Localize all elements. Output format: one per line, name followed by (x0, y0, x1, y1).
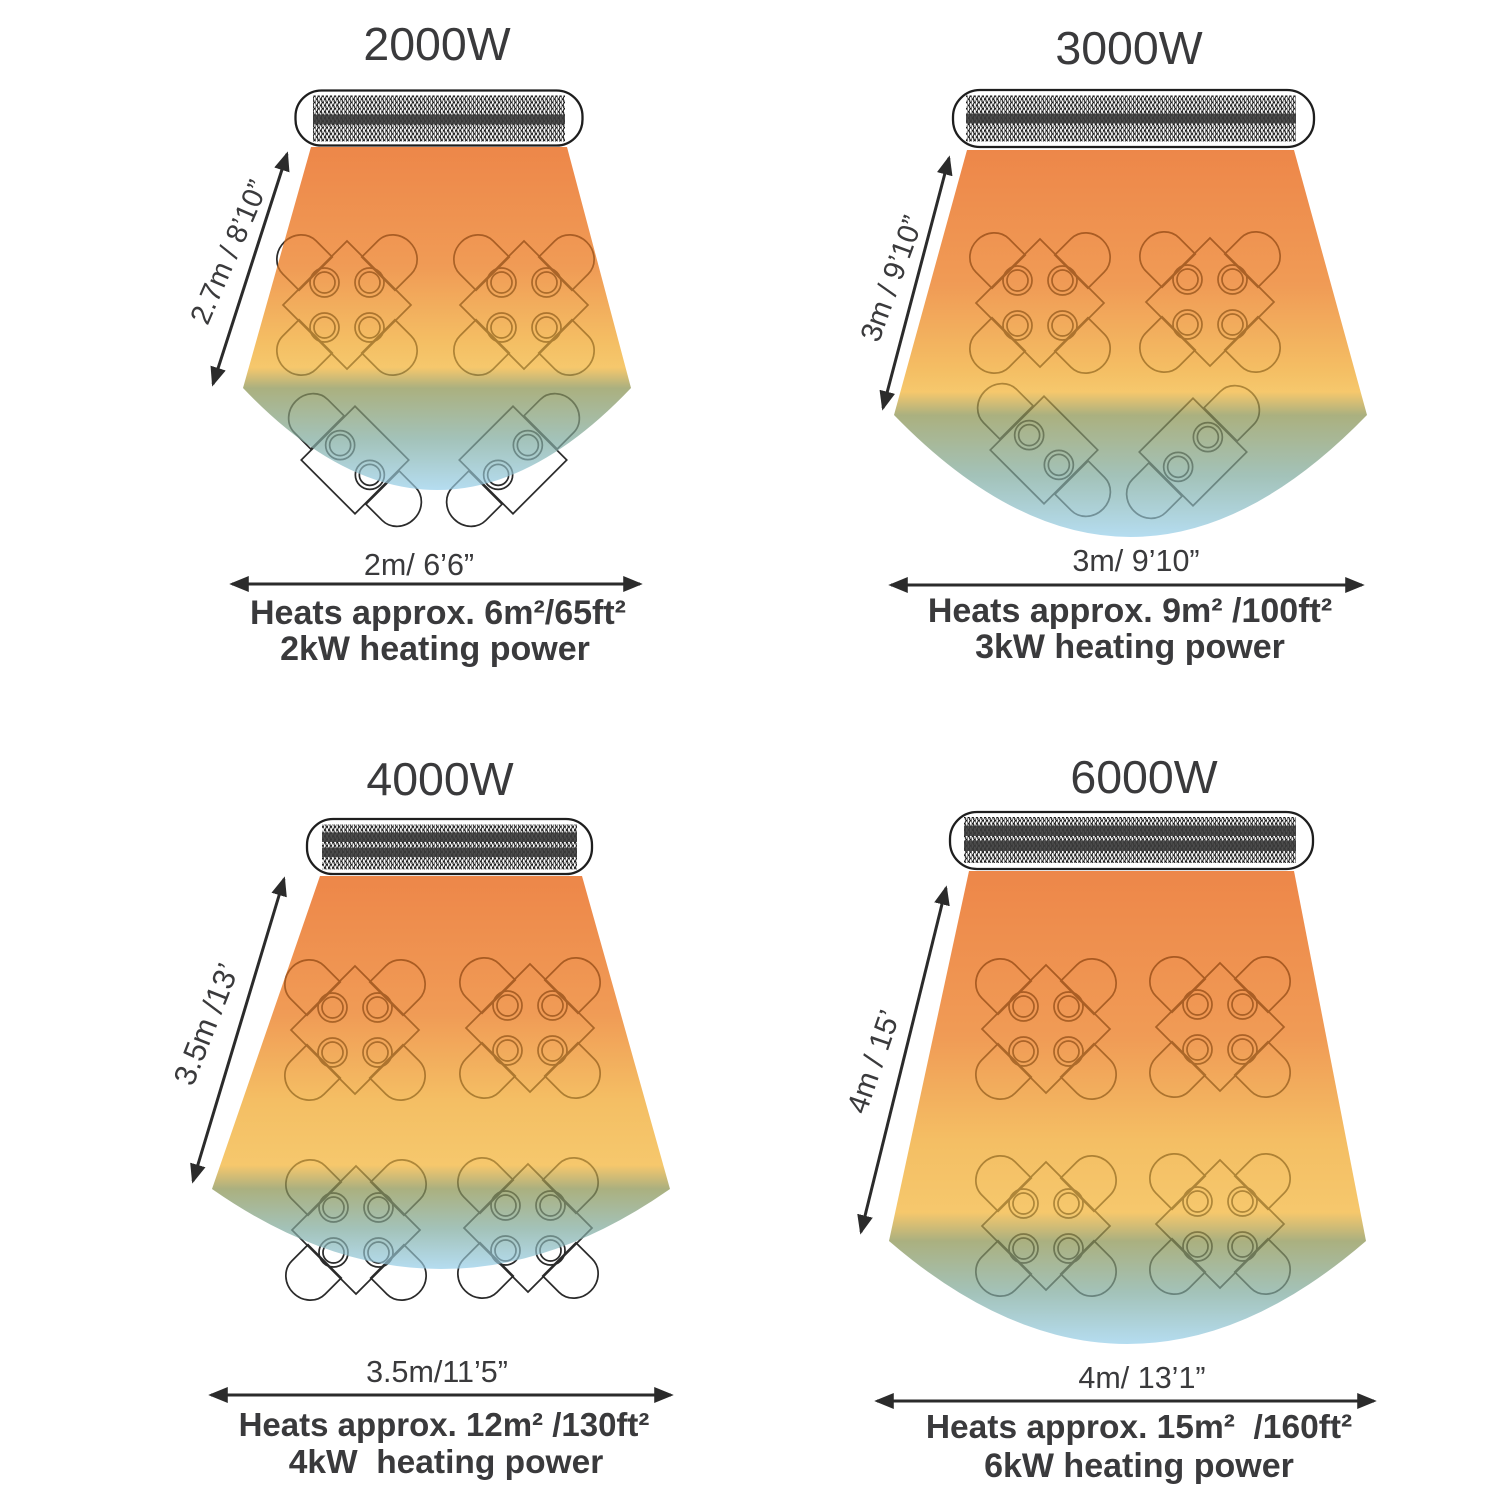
svg-text:3m/ 9’10”: 3m/ 9’10” (1072, 544, 1199, 578)
svg-text:3kW heating power: 3kW heating power (975, 628, 1285, 666)
svg-text:4m/ 13’1”: 4m/ 13’1” (1078, 1361, 1205, 1395)
svg-text:6kW heating power: 6kW heating power (984, 1447, 1294, 1485)
svg-text:2kW heating power: 2kW heating power (280, 630, 590, 668)
svg-text:2000W: 2000W (363, 18, 510, 70)
svg-text:2m/ 6’6”: 2m/ 6’6” (364, 548, 474, 582)
svg-text:3.5m/11’5”: 3.5m/11’5” (366, 1355, 508, 1389)
svg-text:Heats approx. 15m² /160ft²: Heats approx. 15m² /160ft² (926, 1409, 1352, 1446)
svg-text:Heats approx. 9m² /100ft²: Heats approx. 9m² /100ft² (928, 592, 1332, 630)
svg-text:Heats approx. 6m²/65ft²: Heats approx. 6m²/65ft² (250, 594, 626, 632)
svg-text:Heats approx. 12m² /130ft²: Heats approx. 12m² /130ft² (239, 1406, 650, 1443)
svg-text:4kW heating power: 4kW heating power (289, 1444, 604, 1481)
svg-text:6000W: 6000W (1070, 751, 1217, 803)
svg-text:4000W: 4000W (366, 753, 513, 805)
svg-text:3000W: 3000W (1055, 22, 1202, 74)
